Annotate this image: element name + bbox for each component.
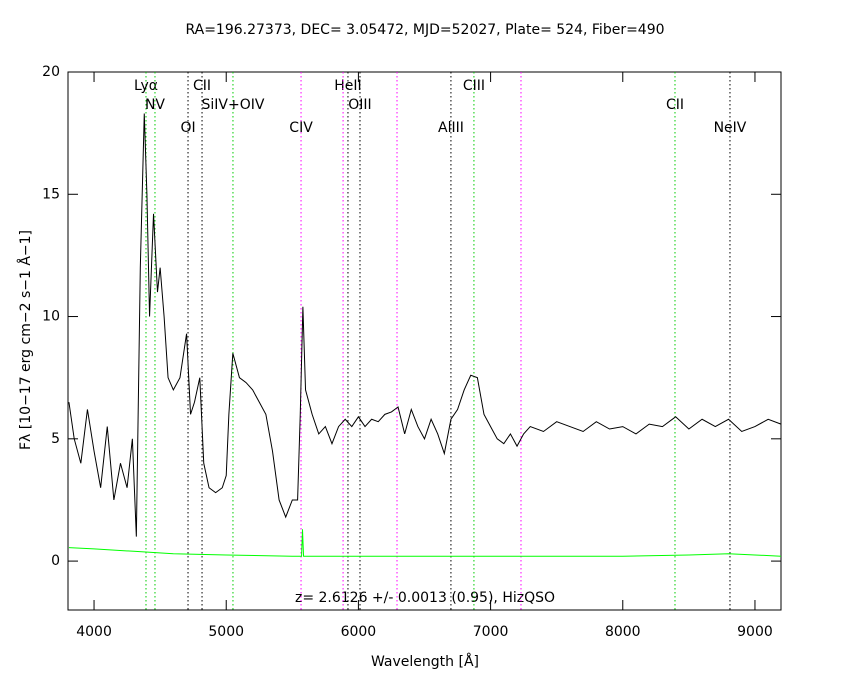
y-tick-label: 20 bbox=[42, 64, 60, 80]
spectral-line-label: CII bbox=[193, 78, 211, 94]
spectrum-line bbox=[68, 113, 782, 537]
x-tick-label: 4000 bbox=[76, 624, 112, 640]
x-tick-label: 5000 bbox=[208, 624, 244, 640]
chart-title: RA=196.27373, DEC= 3.05472, MJD=52027, P… bbox=[185, 22, 664, 38]
plot-frame bbox=[67, 71, 782, 611]
x-axis-label: Wavelength [Å] bbox=[371, 653, 479, 670]
annotation: z= 2.6126 +/- 0.0013 (0.95), HizQSO bbox=[295, 590, 555, 606]
spectral-line-label: NeIV bbox=[714, 120, 747, 136]
x-tick-label: 7000 bbox=[473, 624, 509, 640]
y-tick-label: 0 bbox=[51, 553, 60, 569]
x-tick-label: 6000 bbox=[341, 624, 377, 640]
spectral-line-label: AlIII bbox=[438, 120, 464, 136]
x-tick-label: 8000 bbox=[605, 624, 641, 640]
y-tick-label: 10 bbox=[42, 309, 60, 325]
spectral-line-label: CIII bbox=[463, 78, 485, 94]
spectral-line-label: NV bbox=[145, 97, 165, 113]
spectrum-line bbox=[68, 529, 782, 557]
y-tick-label: 5 bbox=[51, 431, 60, 447]
spectral-line-label: Lyα bbox=[134, 78, 158, 94]
y-axis-label: Fλ [10−17 erg cm−2 s−1 Å−1] bbox=[17, 230, 34, 450]
x-tick-label: 9000 bbox=[737, 624, 773, 640]
spectral-line-label: SiIV+OIV bbox=[201, 97, 264, 113]
spectral-line-label: OIII bbox=[348, 97, 371, 113]
spectral-line-label: HeII bbox=[334, 78, 361, 94]
y-tick-label: 15 bbox=[42, 186, 60, 202]
spectral-line-label: OI bbox=[180, 120, 195, 136]
spectral-line-label: CIV bbox=[289, 120, 313, 136]
spectral-line-label: CII bbox=[666, 97, 684, 113]
